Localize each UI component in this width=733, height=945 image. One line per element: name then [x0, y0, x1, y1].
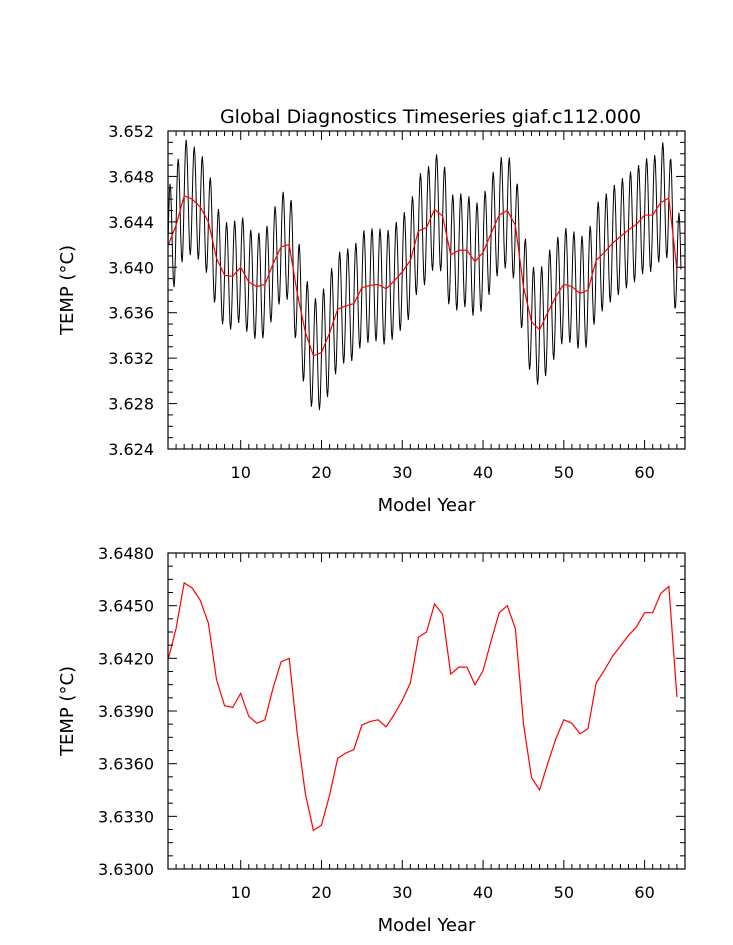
y-tick-label: 3.6480 — [98, 544, 154, 563]
y-tick-label: 3.636 — [108, 304, 154, 323]
y-tick-label: 3.644 — [108, 213, 154, 232]
y-tick-label: 3.6420 — [98, 649, 154, 668]
x-tick-label: 40 — [473, 463, 493, 482]
y-tick-label: 3.6450 — [98, 597, 154, 616]
y-axis-label: TEMP (°C) — [57, 245, 78, 336]
y-tick-label: 3.6390 — [98, 702, 154, 721]
plot-frame — [167, 552, 686, 870]
x-tick-label: 30 — [392, 883, 412, 902]
y-tick-label: 3.640 — [108, 258, 154, 277]
bottom-annual-mean-chart: 10 20 30 40 50 60 3.6300 3.6330 3.6360 3.6390 3.64… — [57, 544, 686, 936]
y-tick-label: 3.632 — [108, 349, 154, 368]
x-tick-label: 60 — [634, 883, 654, 902]
y-tick-label: 3.6360 — [98, 755, 154, 774]
y-tick-label: 3.652 — [108, 122, 154, 141]
x-tick-label: 10 — [231, 883, 251, 902]
y-tick-label: 3.624 — [108, 440, 154, 459]
chart-title: Global Diagnostics Timeseries giaf.c112.… — [220, 106, 641, 128]
x-tick-label: 10 — [231, 463, 251, 482]
series-line-0 — [168, 139, 682, 411]
x-tick-label: 50 — [554, 463, 574, 482]
series-line-0 — [168, 581, 678, 832]
x-axis-label: Model Year — [378, 495, 476, 516]
y-axis-label: TEMP (°C) — [57, 666, 78, 757]
x-tick-label: 30 — [392, 463, 412, 482]
series-line-1 — [168, 194, 678, 357]
x-tick-label: 20 — [311, 463, 331, 482]
x-tick-label: 20 — [311, 883, 331, 902]
y-tick-label: 3.6330 — [98, 807, 154, 826]
x-axis-label: Model Year — [378, 915, 476, 936]
y-tick-label: 3.628 — [108, 395, 154, 414]
x-tick-label: 60 — [634, 463, 654, 482]
x-tick-label: 50 — [554, 883, 574, 902]
x-tick-label: 40 — [473, 883, 493, 902]
y-tick-label: 3.6300 — [98, 860, 154, 879]
top-timeseries-chart: 10 20 30 40 50 60 3.624 3.628 3.632 3.636 3.640 3.6… — [57, 106, 686, 516]
y-tick-label: 3.648 — [108, 167, 154, 186]
